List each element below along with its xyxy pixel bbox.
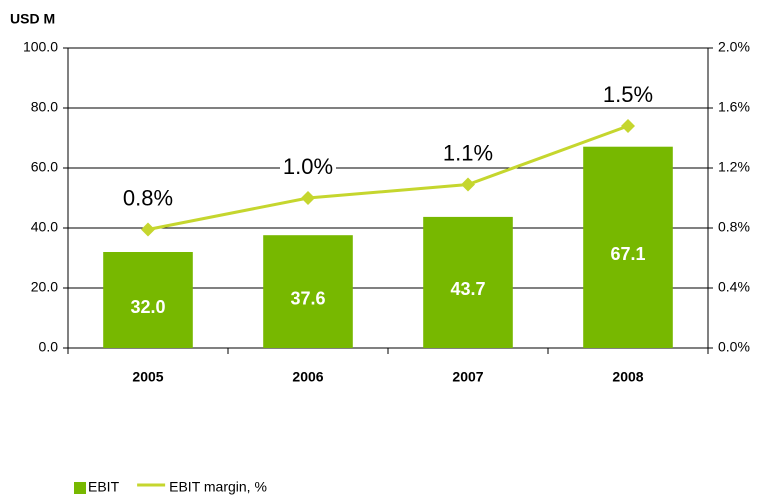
- y2-tick-label: 0.8%: [718, 219, 750, 235]
- line-value-label: 1.0%: [283, 154, 333, 179]
- x-tick-label: 2006: [292, 369, 323, 385]
- x-tick-label: 2008: [612, 369, 643, 385]
- x-tick-label: 2005: [132, 369, 163, 385]
- line-marker: [461, 177, 475, 192]
- line-marker: [621, 119, 635, 133]
- line-marker: [141, 222, 155, 237]
- bar-value-label: 67.1: [610, 244, 645, 264]
- y-tick-label: 40.0: [31, 219, 58, 235]
- legend-swatch: [74, 482, 86, 494]
- y-tick-label: 60.0: [31, 159, 58, 175]
- bar-value-label: 37.6: [290, 288, 325, 308]
- x-tick-label: 2007: [452, 369, 483, 385]
- bar-value-label: 32.0: [130, 297, 165, 317]
- bar-value-label: 43.7: [450, 279, 485, 299]
- y2-tick-label: 0.0%: [718, 339, 750, 355]
- line-value-label: 1.1%: [443, 140, 493, 165]
- bar: [103, 252, 193, 348]
- line-value-label: 0.8%: [123, 185, 173, 210]
- legend-label: EBIT margin, %: [169, 479, 267, 495]
- bar: [423, 216, 513, 348]
- y2-tick-label: 0.4%: [718, 279, 750, 295]
- y-tick-label: 0.0: [39, 339, 59, 355]
- bar: [263, 235, 353, 348]
- y-axis-label: USD M: [10, 11, 55, 27]
- label-background: [440, 141, 496, 166]
- y2-tick-label: 1.6%: [718, 99, 750, 115]
- line: [147, 124, 629, 231]
- line-marker: [301, 191, 315, 205]
- y-tick-label: 20.0: [31, 279, 58, 295]
- label-background: [600, 83, 656, 107]
- bar: [583, 146, 673, 348]
- label-background: [120, 186, 176, 211]
- legend-label: EBIT: [88, 479, 120, 495]
- y2-tick-label: 1.2%: [718, 159, 750, 175]
- y-tick-label: 80.0: [31, 99, 58, 115]
- label-background: [280, 155, 336, 179]
- line-value-label: 1.5%: [603, 82, 653, 107]
- y2-tick-label: 2.0%: [718, 39, 750, 55]
- y-tick-label: 100.0: [23, 39, 58, 55]
